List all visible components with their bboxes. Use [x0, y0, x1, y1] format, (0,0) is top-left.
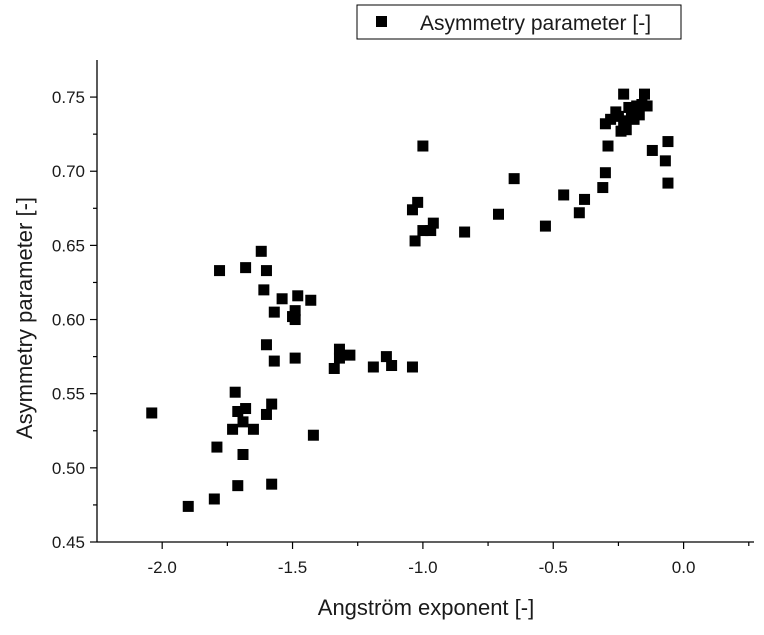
legend-box	[356, 4, 682, 40]
data-point	[328, 362, 340, 374]
x-tick-label: -2.0	[148, 558, 177, 577]
data-point	[659, 155, 671, 167]
data-point	[641, 100, 653, 112]
data-point	[618, 88, 630, 100]
data-point	[605, 113, 617, 125]
data-point	[232, 480, 244, 492]
data-point	[573, 207, 585, 219]
data-point	[620, 124, 632, 136]
data-point	[380, 351, 392, 363]
data-point	[599, 167, 611, 179]
axes-frame	[96, 60, 754, 543]
data-point	[459, 226, 471, 238]
data-point	[597, 182, 609, 194]
data-point	[289, 305, 301, 317]
data-point	[639, 88, 650, 100]
data-point	[146, 407, 158, 419]
data-point	[292, 290, 304, 302]
x-axis-title: Angström exponent [-]	[318, 595, 534, 620]
y-tick-label: 0.55	[52, 385, 85, 404]
data-point	[425, 225, 437, 237]
data-point	[307, 429, 319, 441]
data-point	[211, 441, 223, 453]
y-tick-label: 0.65	[52, 236, 85, 255]
data-point	[260, 265, 272, 277]
data-point	[508, 173, 520, 185]
data-point	[406, 361, 418, 373]
data-point	[662, 136, 674, 148]
data-point	[539, 220, 551, 232]
x-axis-ticks: -2.0 -1.5 -1.0 -0.5 0.0	[148, 542, 750, 577]
x-tick-label: 0.0	[672, 558, 696, 577]
legend: Asymmetry parameter [-]	[356, 4, 682, 40]
data-point	[623, 101, 635, 113]
data-point	[602, 140, 614, 152]
data-point	[344, 349, 356, 361]
data-point	[417, 140, 429, 152]
data-points	[146, 88, 674, 512]
data-point	[266, 398, 278, 410]
data-point	[260, 408, 272, 420]
data-point	[260, 339, 272, 351]
data-point	[289, 352, 301, 364]
y-tick-label: 0.50	[52, 459, 85, 478]
data-point	[268, 355, 280, 367]
data-point	[240, 262, 252, 274]
data-point	[240, 403, 252, 415]
data-point	[247, 423, 259, 435]
data-point	[333, 343, 345, 355]
data-point	[214, 265, 226, 277]
y-axis-ticks: 0.45 0.50 0.55 0.60 0.65 0.70 0.75	[52, 88, 97, 552]
y-tick-label: 0.70	[52, 162, 85, 181]
data-point	[406, 204, 418, 216]
data-point	[333, 352, 345, 364]
data-point	[367, 361, 379, 373]
data-point	[229, 386, 241, 398]
data-point	[289, 314, 301, 326]
data-point	[417, 225, 429, 237]
data-point	[409, 235, 421, 247]
data-point	[258, 284, 270, 296]
data-point	[266, 478, 278, 490]
data-point	[237, 416, 249, 428]
x-tick-label: -1.0	[408, 558, 437, 577]
legend-marker	[376, 16, 387, 27]
data-point	[255, 245, 267, 257]
data-point	[412, 196, 424, 208]
data-point	[232, 405, 244, 417]
data-point	[579, 193, 591, 205]
legend-label: Asymmetry parameter [-]	[420, 12, 651, 35]
data-point	[227, 423, 239, 435]
data-point	[662, 177, 674, 189]
data-point	[493, 208, 504, 220]
y-tick-label: 0.75	[52, 88, 85, 107]
data-point	[208, 493, 220, 505]
data-point	[646, 144, 658, 156]
data-point	[427, 217, 439, 229]
data-point	[386, 360, 398, 372]
y-tick-label: 0.60	[52, 311, 85, 330]
x-tick-label: -1.5	[278, 558, 307, 577]
data-point	[633, 109, 645, 121]
data-point	[276, 293, 288, 305]
x-tick-label: -0.5	[539, 558, 568, 577]
data-point	[237, 448, 249, 460]
data-point	[305, 294, 317, 306]
y-axis-title: Asymmetry parameter [-]	[12, 197, 37, 439]
data-point	[558, 189, 570, 201]
data-point	[268, 306, 280, 318]
y-tick-label: 0.45	[52, 533, 85, 552]
data-point	[618, 115, 630, 127]
data-point	[182, 500, 194, 512]
